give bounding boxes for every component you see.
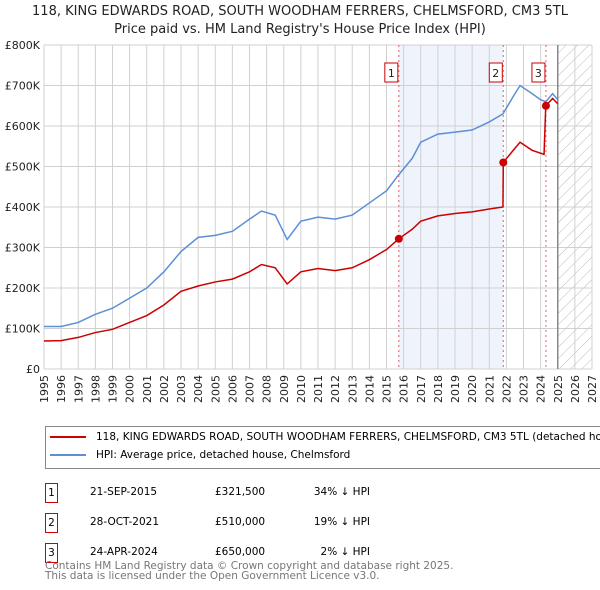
x-tick-label: 2015 (381, 375, 394, 403)
sale-price: £510,000 (215, 516, 266, 528)
y-tick-label: £700K (5, 80, 41, 93)
legend: 118, KING EDWARDS ROAD, SOUTH WOODHAM FE… (45, 426, 600, 469)
sale-number: 1 (45, 483, 58, 503)
x-tick-label: 2022 (500, 375, 513, 403)
sale-hpi-diff: 34% ↓ HPI (313, 486, 370, 498)
legend-property-label: 118, KING EDWARDS ROAD, SOUTH WOODHAM FE… (96, 431, 600, 443)
x-tick-label: 2004 (192, 375, 205, 403)
sale-number: 2 (45, 513, 58, 533)
x-tick-label: 2018 (432, 375, 445, 403)
x-tick-label: 2013 (346, 375, 359, 403)
sale-marker-box (384, 62, 399, 83)
x-tick-label: 2019 (449, 375, 462, 403)
x-tick-label: 2010 (295, 375, 308, 403)
x-tick-label: 2005 (209, 375, 222, 403)
chart-subtitle: Price paid vs. HM Land Registry's House … (114, 22, 486, 37)
y-tick-label: £0 (26, 363, 40, 376)
x-tick-label: 2026 (569, 375, 582, 403)
x-tick-label: 2020 (466, 375, 479, 403)
hpi-line (44, 84, 559, 328)
sale-marker-box (488, 62, 503, 83)
sale-point (541, 101, 550, 110)
sale-number: 3 (45, 543, 58, 563)
x-tick-label: 2008 (261, 375, 274, 403)
x-tick-label: 1999 (107, 375, 120, 403)
legend-red-line (50, 436, 86, 438)
x-tick-label: 2011 (312, 375, 325, 403)
y-tick-label: £600K (5, 120, 41, 133)
y-tick-label: £500K (5, 161, 41, 174)
sale-point (499, 158, 508, 167)
sale-marker-box (531, 62, 546, 83)
x-tick-label: 2016 (398, 375, 411, 403)
x-tick-label: 1997 (72, 375, 85, 403)
sale-marker-number: 1 (388, 67, 395, 80)
chart-title: 118, KING EDWARDS ROAD, SOUTH WOODHAM FE… (32, 4, 568, 19)
x-tick-label: 2027 (586, 375, 599, 403)
x-tick-label: 2009 (278, 375, 291, 403)
y-tick-label: £400K (5, 201, 41, 214)
legend-blue-line (50, 454, 86, 456)
sale-point (394, 234, 403, 243)
x-tick-label: 2024 (535, 375, 548, 403)
y-tick-label: £300K (5, 242, 41, 255)
x-tick-label: 2021 (483, 375, 496, 403)
x-tick-label: 1996 (55, 375, 68, 403)
x-tick-label: 2014 (363, 375, 376, 403)
footer-line1: Contains HM Land Registry data © Crown c… (45, 560, 454, 572)
sale-price: £650,000 (215, 546, 266, 558)
sale-hpi-diff: 19% ↓ HPI (313, 516, 370, 528)
y-tick-label: £800K (5, 39, 41, 52)
x-tick-label: 2003 (175, 375, 188, 403)
property-price-line (43, 97, 559, 342)
x-tick-label: 2023 (518, 375, 531, 403)
sale-date: 24-APR-2024 (90, 546, 158, 558)
x-tick-label: 1995 (38, 375, 51, 403)
x-tick-label: 2017 (415, 375, 428, 403)
x-tick-label: 2006 (226, 375, 239, 403)
sale-date: 28-OCT-2021 (90, 516, 159, 528)
sale-date: 21-SEP-2015 (90, 486, 158, 498)
y-tick-label: £200K (5, 282, 41, 295)
x-tick-label: 1998 (89, 375, 102, 403)
x-tick-label: 2000 (124, 375, 137, 403)
x-tick-label: 2012 (329, 375, 342, 403)
x-tick-label: 2025 (552, 375, 565, 403)
x-tick-label: 2002 (158, 375, 171, 403)
y-tick-label: £100K (5, 323, 41, 336)
sale-marker-number: 3 (535, 67, 542, 80)
x-tick-label: 2007 (244, 375, 257, 403)
sale-hpi-diff: 2% ↓ HPI (320, 546, 370, 558)
sale-marker-number: 2 (492, 67, 499, 80)
legend-hpi-label: HPI: Average price, detached house, Chel… (96, 449, 351, 461)
footer-line2: This data is licensed under the Open Gov… (45, 570, 380, 582)
x-tick-label: 2001 (141, 375, 154, 403)
sale-price: £321,500 (215, 486, 266, 498)
footer: Contains HM Land Registry data © Crown c… (45, 560, 454, 582)
plot-area: 1995 1996 1997 1998 1999 2000 2001 2002 2003 2004… (5, 39, 599, 403)
